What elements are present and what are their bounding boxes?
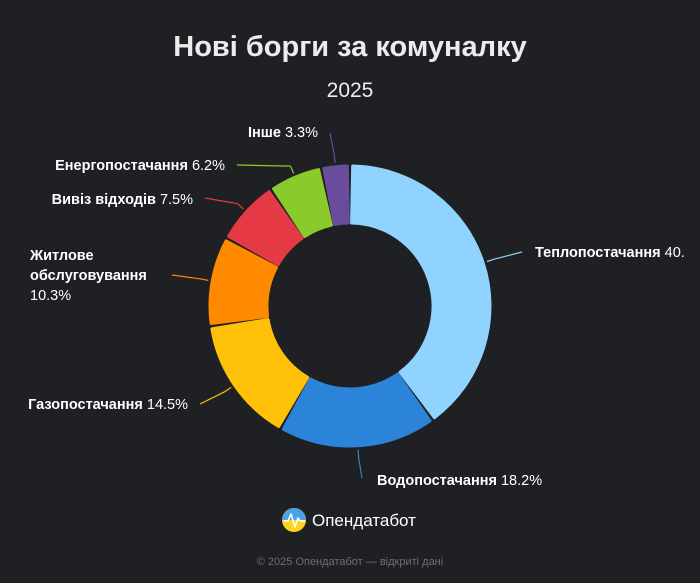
leader-line-4 bbox=[204, 197, 244, 210]
slice-2[interactable] bbox=[210, 318, 310, 428]
slice-4[interactable] bbox=[227, 190, 304, 267]
slice-0[interactable] bbox=[350, 164, 492, 420]
slice-6[interactable] bbox=[322, 164, 350, 226]
leader-line-2 bbox=[199, 386, 232, 405]
footer-text: © 2025 Опендатабот — відкриті дані bbox=[257, 556, 443, 568]
labels-group: Теплопостачання 40. Водопостачання 18.2% Г… bbox=[28, 125, 685, 489]
slice-5[interactable] bbox=[272, 168, 333, 238]
slice-3[interactable] bbox=[208, 239, 279, 325]
slice-label-2: Газопостачання 14.5% bbox=[28, 397, 188, 413]
slice-label-5: Енергопостачання 6.2% bbox=[55, 158, 225, 174]
chart-subtitle: 2025 bbox=[327, 79, 374, 102]
chart-title: Нові борги за комуналку bbox=[173, 31, 527, 63]
slice-label-0: Теплопостачання 40. bbox=[535, 245, 685, 261]
slice-label-3: Житлове обслуговування 10.3% bbox=[29, 248, 147, 304]
slice-label-1: Водопостачання 18.2% bbox=[377, 473, 542, 489]
slice-1[interactable] bbox=[281, 372, 432, 448]
brand-name: Опендатабот bbox=[312, 511, 416, 530]
leader-line-3 bbox=[171, 274, 209, 281]
slice-label-6: Інше 3.3% bbox=[248, 125, 318, 141]
slices-group bbox=[208, 164, 492, 448]
leader-line-5 bbox=[236, 164, 295, 174]
leader-line-6 bbox=[329, 132, 336, 163]
leader-line-0 bbox=[486, 251, 523, 263]
leader-line-1 bbox=[357, 449, 363, 479]
opendatabot-logo-icon bbox=[282, 508, 306, 532]
brand-logo: Опендатабот bbox=[282, 508, 416, 532]
slice-label-4: Вивіз відходів 7.5% bbox=[52, 192, 193, 208]
